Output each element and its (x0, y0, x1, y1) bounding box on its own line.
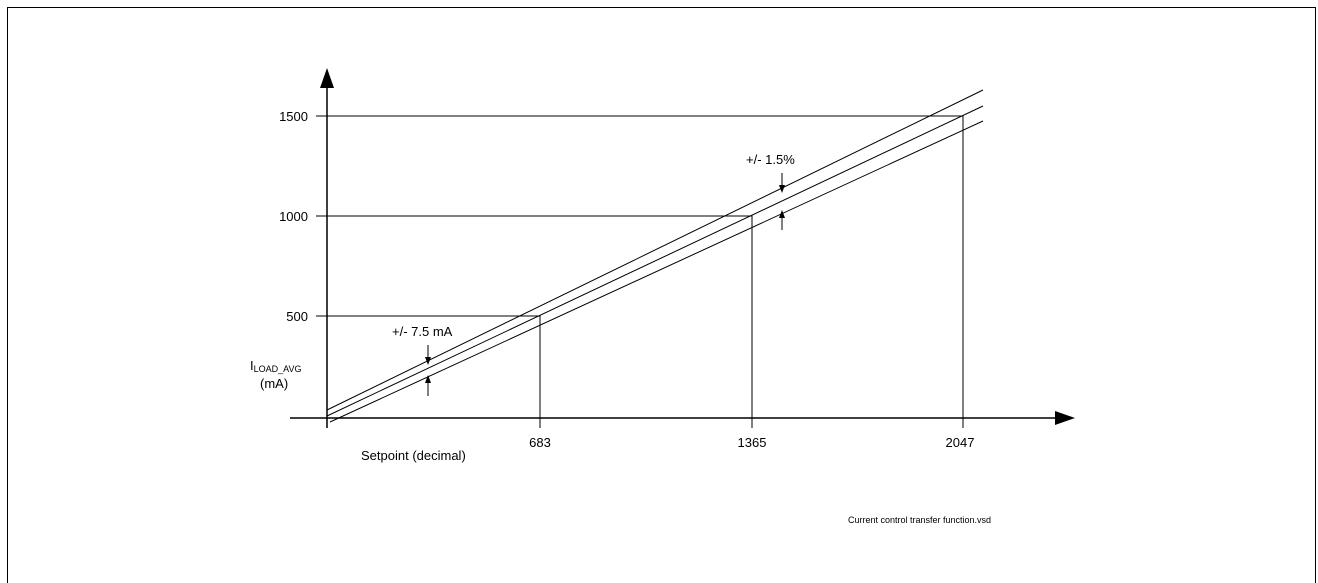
transfer-line-nominal (326, 105, 984, 417)
guide-500 (327, 315, 541, 418)
transfer-line-upper (326, 89, 984, 411)
y-axis-arrowhead (320, 68, 334, 88)
x-axis-label: Setpoint (decimal) (361, 448, 466, 463)
y-axis-label-subscript: LOAD_AVG (254, 364, 302, 374)
tolerance-arrowhead-lower-bottom (425, 375, 431, 383)
guide-1000 (327, 215, 753, 418)
y-tick-label-1000: 1000 (279, 209, 308, 224)
x-axis-arrowhead (1055, 411, 1075, 425)
tolerance-arrowhead-lower-top (425, 357, 431, 365)
file-caption: Current control transfer function.vsd (848, 515, 991, 525)
tolerance-label-percent: +/- 1.5% (746, 152, 795, 167)
x-tick-label-1365: 1365 (738, 435, 767, 450)
tolerance-arrowhead-upper-bottom (779, 210, 785, 218)
transfer-line-lower (329, 120, 984, 423)
tolerance-arrowhead-upper-top (779, 185, 785, 193)
page-frame (7, 7, 1316, 583)
y-tick-label-500: 500 (286, 309, 308, 324)
x-tick-label-2047: 2047 (946, 435, 975, 450)
y-axis-label-main: I (250, 358, 254, 373)
x-tick-label-683: 683 (529, 435, 551, 450)
guide-1500 (327, 115, 964, 418)
tolerance-label-ma: +/- 7.5 mA (392, 324, 453, 339)
y-axis-label: ILOAD_AVG (250, 358, 301, 374)
y-axis-unit: (mA) (260, 376, 288, 391)
y-tick-label-1500: 1500 (279, 109, 308, 124)
